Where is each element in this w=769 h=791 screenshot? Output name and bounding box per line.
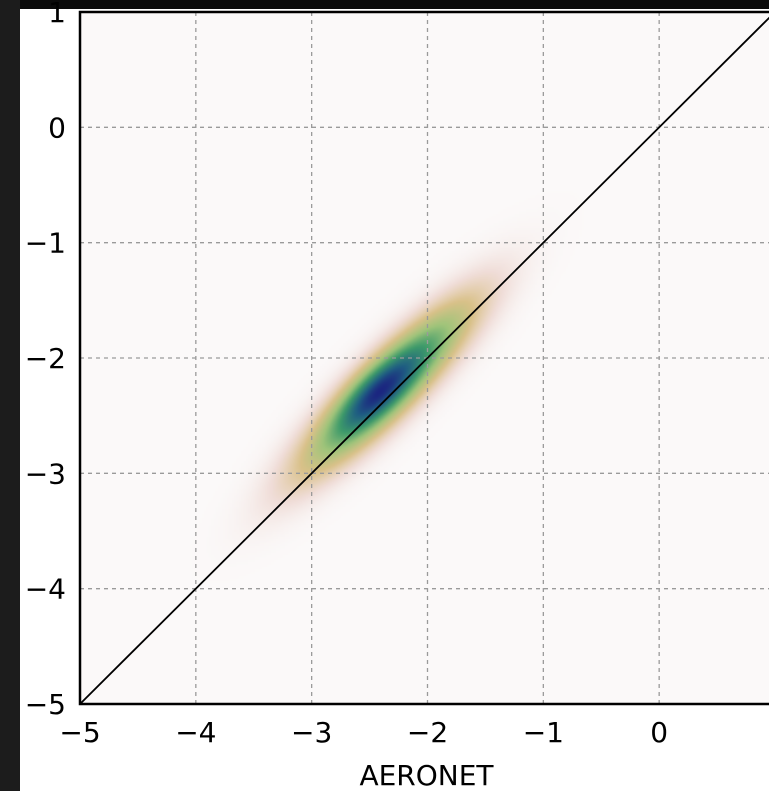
left-dark-strip: [0, 0, 20, 791]
x-axis-ticks: −5 −4 −3 −2 −1 0 1: [59, 716, 769, 749]
x-tick-label: −2: [407, 716, 448, 749]
y-tick-label: −1: [25, 227, 66, 260]
x-tick-label: −4: [175, 716, 216, 749]
y-tick-label: 0: [48, 111, 66, 144]
plot-area: [78, 10, 769, 706]
x-tick-label: 1: [766, 716, 769, 749]
y-tick-label: 1: [48, 0, 66, 29]
y-tick-label: −4: [25, 573, 66, 606]
y-tick-label: −2: [25, 342, 66, 375]
one-to-one-line: [79, 16, 769, 705]
y-axis-ticks: −5 −4 −3 −2 −1 0 1: [25, 0, 66, 721]
x-tick-label: −5: [59, 716, 100, 749]
x-tick-label: 0: [650, 716, 668, 749]
y-tick-label: −5: [25, 688, 66, 721]
x-tick-label: −3: [291, 716, 332, 749]
y-tick-label: −3: [25, 457, 66, 490]
plot-frame: [78, 10, 769, 706]
x-axis-label: AERONET: [359, 759, 494, 791]
top-dark-band: [20, 0, 769, 9]
x-tick-label: −1: [523, 716, 564, 749]
